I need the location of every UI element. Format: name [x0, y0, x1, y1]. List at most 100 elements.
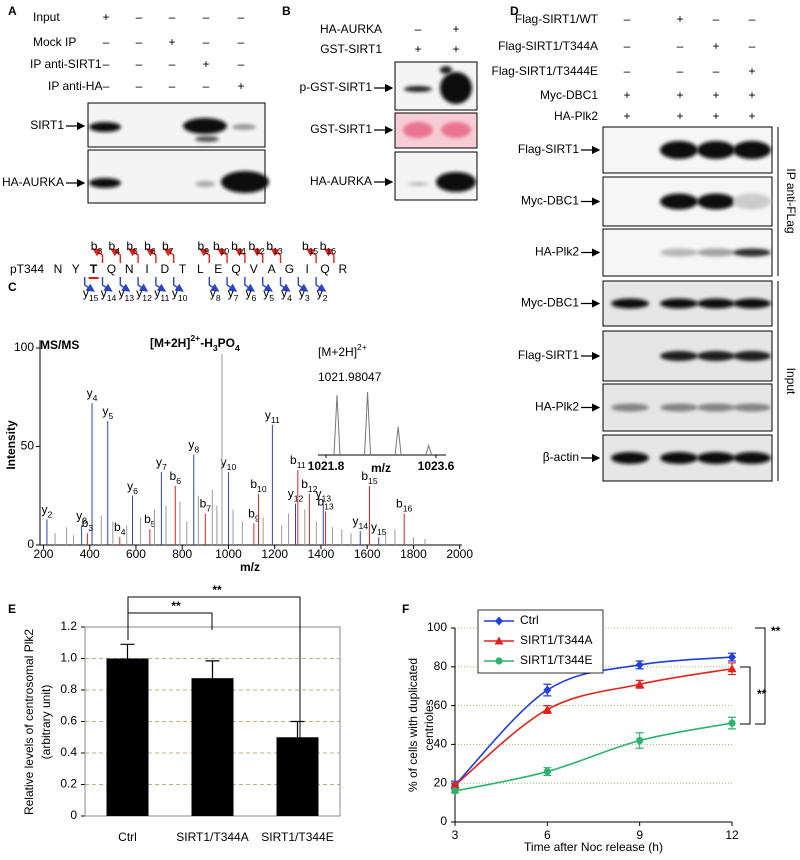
- y-axis-label: centrioles: [422, 699, 436, 750]
- y-ion-label: y2: [317, 286, 328, 303]
- y-ion-label: y10: [172, 286, 188, 303]
- sign: +: [712, 88, 719, 102]
- inset-annotation: 1021.98047: [318, 370, 382, 384]
- x-tick-label: 200: [33, 547, 53, 561]
- blot-label: HA-AURKA: [2, 175, 64, 189]
- blot-label: p-GST-SIRT1: [300, 80, 373, 94]
- peak-label: b9: [248, 507, 260, 524]
- x-tick-label: 1000: [215, 547, 242, 561]
- y-tick-label: 20: [434, 775, 448, 789]
- row-label: Myc-DBC1: [540, 88, 598, 102]
- marker: [728, 719, 736, 727]
- residue: D: [160, 262, 169, 276]
- blot-band: [660, 351, 698, 361]
- blot-band: [697, 403, 735, 412]
- blot-band: [697, 193, 735, 210]
- sign: –: [677, 39, 684, 53]
- row-label: Mock IP: [33, 35, 76, 49]
- y-ion-mark: [172, 277, 184, 292]
- blot-band: [611, 452, 649, 464]
- y-tick-label: 100: [427, 620, 447, 634]
- inset-title: [M+2H]2+: [318, 342, 367, 359]
- blot-band: [232, 124, 256, 130]
- chart-title: MS/MS: [40, 338, 79, 352]
- series-line: [454, 656, 733, 786]
- b-ion-label: b16: [320, 239, 336, 256]
- sign: –: [103, 35, 110, 49]
- b-ion-label: b7: [162, 239, 174, 256]
- y-ion-label: y14: [101, 286, 117, 303]
- blot-band: [408, 182, 428, 186]
- y-ion-mark: [101, 277, 113, 292]
- b-ion-mark: [163, 248, 175, 263]
- peak-label: y4: [87, 386, 98, 403]
- blot-band: [195, 136, 219, 142]
- y-ion-label: y6: [246, 286, 257, 303]
- peak-label: y14: [352, 514, 368, 531]
- marker: [450, 780, 460, 789]
- y-tick-label: 1.2: [60, 619, 77, 633]
- marker: [543, 685, 552, 695]
- blot-label: Myc-DBC1: [521, 296, 579, 310]
- sign: –: [103, 79, 110, 93]
- row-label: Flag-SIRT1/WT: [515, 12, 599, 26]
- blot-band: [733, 248, 771, 257]
- x-tick-label: 1400: [308, 547, 335, 561]
- panel-label: D: [510, 4, 519, 18]
- blot-band: [733, 141, 771, 159]
- b-ion-label: b5: [126, 239, 138, 256]
- b-ion-mark: [199, 248, 211, 263]
- blot-band: [697, 141, 735, 159]
- x-tick-label: 400: [80, 547, 100, 561]
- blot-label: Flag-SIRT1: [518, 348, 579, 362]
- blot-band: [195, 181, 215, 187]
- y-ion-label: y5: [263, 286, 274, 303]
- peak-label: b3: [82, 516, 94, 533]
- y-tick-label: 100: [14, 340, 34, 354]
- peak-label: b6: [170, 469, 182, 486]
- blot-band: [733, 193, 771, 210]
- y-ion-label: y11: [154, 286, 169, 303]
- significance: **: [212, 583, 222, 597]
- error-bar: [205, 660, 220, 697]
- b-ion-label: b4: [109, 239, 121, 256]
- y-ion-label: y3: [299, 286, 310, 303]
- y-axis-label: Intensity: [4, 420, 18, 470]
- series-line: [454, 667, 733, 786]
- blot-band: [660, 193, 698, 210]
- blot-label: GST-SIRT1: [310, 122, 372, 136]
- blot-band: [436, 172, 476, 192]
- sign: –: [136, 35, 143, 49]
- panel-label: F: [402, 602, 409, 616]
- sign: –: [169, 57, 176, 71]
- residue: T: [179, 262, 187, 276]
- y-tick-label: 0: [70, 808, 77, 822]
- marker: [635, 679, 645, 688]
- y-axis-label: (arbitrary unit): [39, 685, 53, 760]
- sign: –: [238, 57, 245, 71]
- b-ion-mark: [145, 248, 157, 263]
- group-label: IP anti-FLag: [784, 168, 798, 233]
- sign: +: [414, 42, 421, 56]
- blot-band: [440, 66, 452, 74]
- residue: E: [214, 262, 222, 276]
- y-ion-mark: [155, 277, 167, 292]
- sign: +: [676, 109, 683, 123]
- annotation: [M+2H]2+-H3PO4: [150, 333, 240, 353]
- residue: N: [125, 262, 134, 276]
- peak-label: y12: [288, 487, 304, 504]
- y-ion-label: y12: [136, 286, 152, 303]
- y-ion-mark: [262, 277, 273, 292]
- blot-band: [660, 248, 698, 257]
- blot-band: [403, 122, 433, 138]
- peak-label: b13: [317, 495, 333, 512]
- b-ion-label: b6: [144, 239, 156, 256]
- blot-label: HA-Plk2: [535, 400, 579, 414]
- sign: +: [748, 64, 755, 78]
- x-tick-label: 1800: [400, 547, 427, 561]
- significance-bracket: [740, 666, 751, 725]
- y-tick-label: 50: [21, 439, 35, 453]
- peak-label: y2: [42, 503, 53, 520]
- sign: –: [624, 12, 631, 26]
